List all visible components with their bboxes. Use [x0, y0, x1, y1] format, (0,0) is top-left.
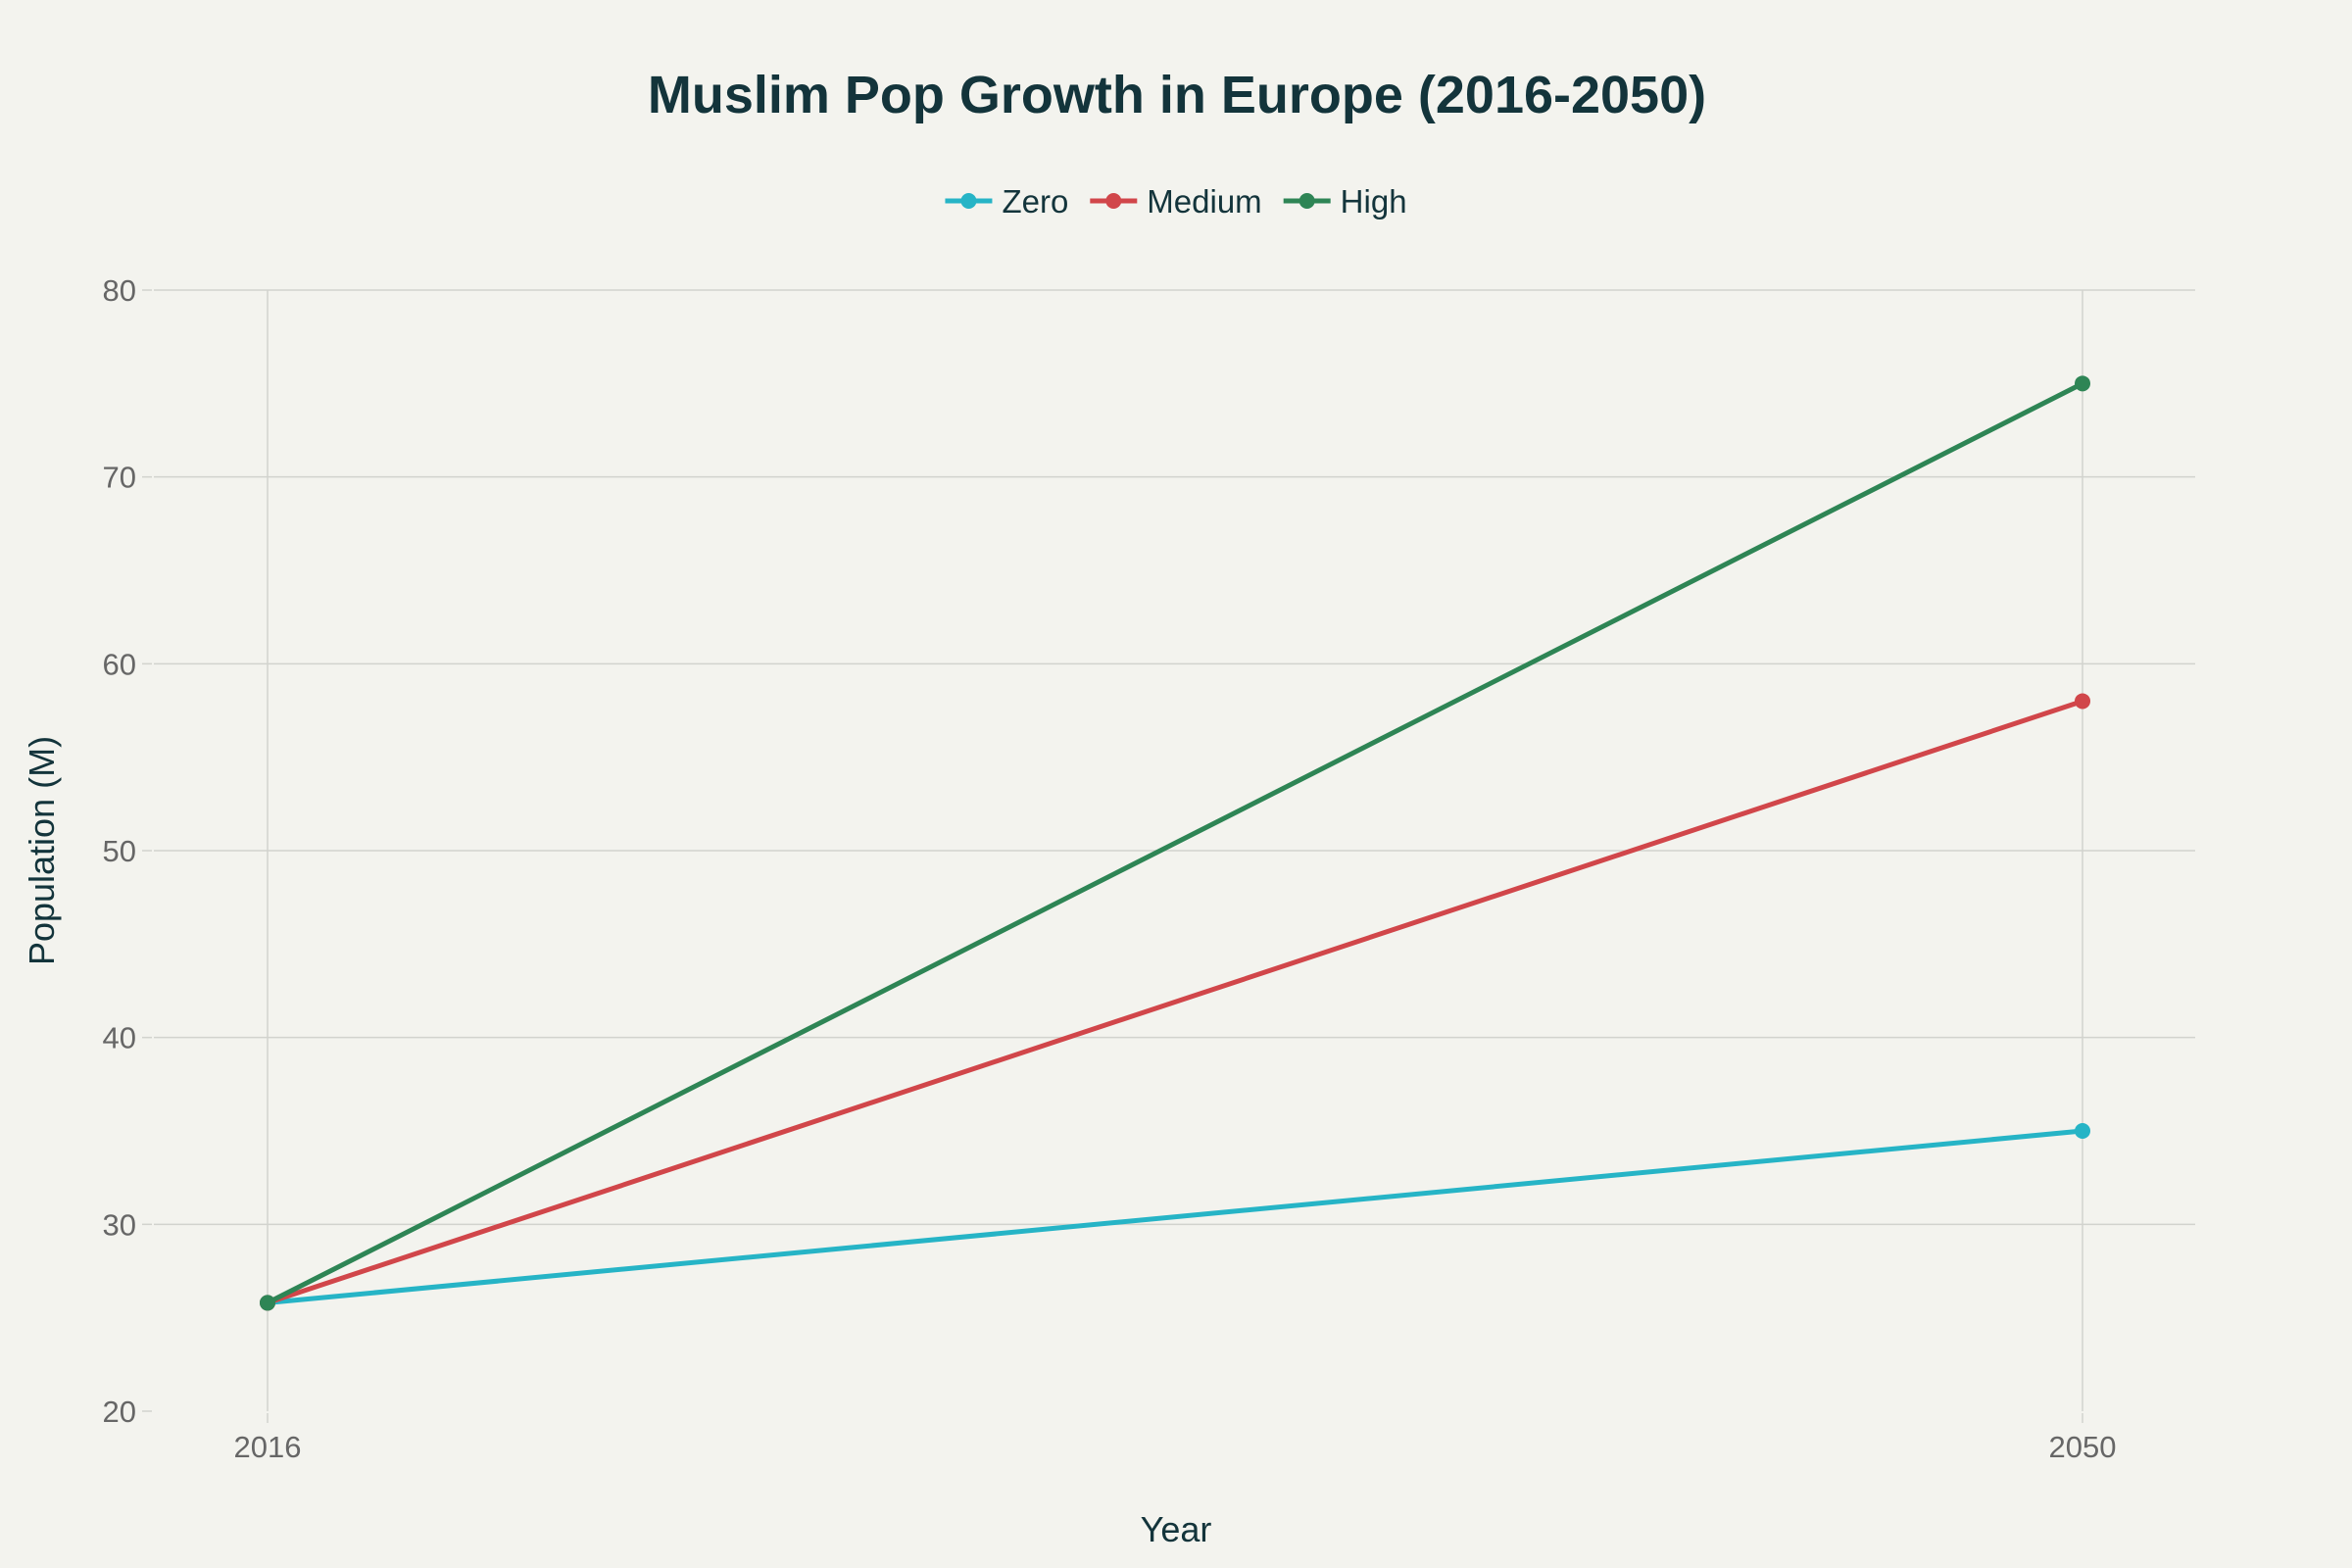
series-line-zero	[267, 1128, 2083, 1305]
y-axis-ticks: 20 30 40 50 60 70 80	[103, 273, 152, 1429]
legend-item-high[interactable]: High	[1283, 183, 1407, 220]
y-tick-label-50: 50	[103, 834, 136, 868]
legend-item-zero[interactable]: Zero	[945, 183, 1068, 220]
series-line-high	[266, 381, 2084, 1305]
point-high-2016	[260, 1295, 275, 1311]
series-line-medium	[267, 699, 2083, 1305]
y-tick-label-70: 70	[103, 461, 136, 495]
point-zero-2050	[2075, 1123, 2090, 1139]
y-tick-label-30: 30	[103, 1207, 136, 1242]
legend-item-medium[interactable]: Medium	[1090, 183, 1262, 220]
legend-label-high: High	[1341, 183, 1407, 220]
x-axis-title: Year	[1141, 1509, 1212, 1549]
y-tick-label-20: 20	[103, 1395, 136, 1429]
legend-marker-zero	[960, 193, 977, 209]
x-axis-ticks: 2016 2050	[234, 1413, 2117, 1464]
legend: Zero Medium High	[945, 183, 1407, 220]
y-axis-title: Population (M)	[22, 736, 62, 965]
legend-label-medium: Medium	[1147, 183, 1261, 220]
legend-label-zero: Zero	[1002, 183, 1068, 220]
legend-marker-high	[1298, 193, 1315, 209]
x-tick-label-2016: 2016	[234, 1430, 302, 1464]
series-layer	[260, 375, 2090, 1311]
y-tick-label-60: 60	[103, 647, 136, 681]
legend-marker-medium	[1105, 193, 1122, 209]
chart-title: Muslim Pop Growth in Europe (2016-2050)	[648, 66, 1706, 124]
x-tick-label-2050: 2050	[2049, 1430, 2117, 1464]
point-high-2050	[2075, 375, 2090, 392]
y-tick-label-80: 80	[103, 273, 136, 308]
point-medium-2050	[2075, 693, 2090, 710]
gridlines	[154, 289, 2195, 1411]
y-tick-label-40: 40	[103, 1021, 136, 1055]
